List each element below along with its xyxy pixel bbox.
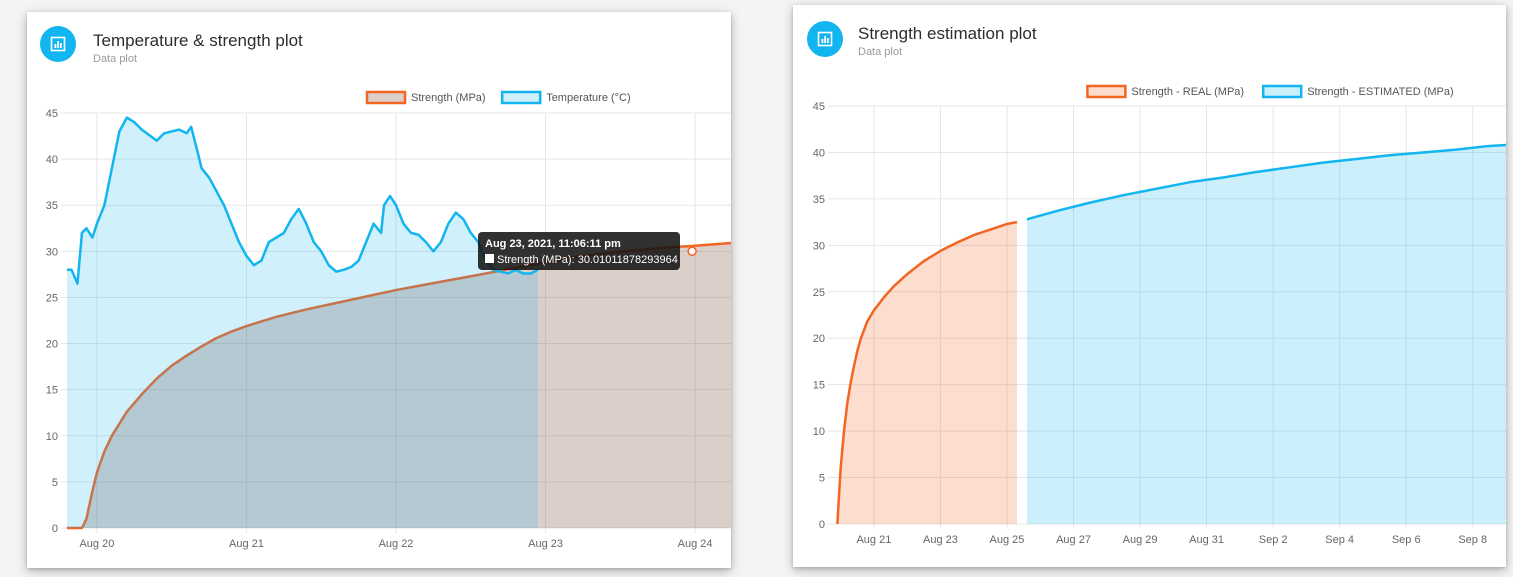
legend-label: Temperature (°C) — [546, 92, 630, 104]
tooltip-title: Aug 23, 2021, 11:06:11 pm — [485, 238, 621, 250]
y-tick-label: 35 — [46, 200, 58, 212]
legend-label: Strength (MPa) — [411, 92, 486, 104]
x-tick-label: Aug 27 — [1056, 534, 1091, 546]
y-tick-label: 20 — [46, 339, 58, 351]
temperature-strength-card: Temperature & strength plot Data plot 0 5… — [27, 12, 731, 568]
strength-estimated-mpa-line[interactable] — [1026, 143, 1506, 221]
x-tick-label: Aug 21 — [856, 534, 891, 546]
legend-swatch[interactable] — [1086, 84, 1127, 99]
x-tick-label: Aug 21 — [229, 538, 264, 550]
y-tick-label: 30 — [46, 246, 58, 258]
bar-chart-icon — [807, 21, 843, 57]
y-tick-label: 40 — [813, 147, 825, 159]
legend-label: Strength - ESTIMATED (MPa) — [1307, 86, 1454, 98]
legend-swatch[interactable] — [500, 90, 542, 105]
chart-title: Strength estimation plot — [858, 24, 1037, 43]
x-tick-label: Aug 23 — [528, 538, 563, 550]
y-tick-label: 45 — [813, 101, 825, 113]
tooltip-body: Strength (MPa): 30.01011878293964 — [497, 254, 678, 266]
y-tick-label: 45 — [46, 108, 58, 120]
y-tick-label: 10 — [813, 426, 825, 438]
temperature-c-line[interactable] — [67, 116, 539, 285]
x-tick-label: Sep 2 — [1259, 534, 1288, 546]
tooltip-box — [478, 232, 680, 270]
strength-mpa-area — [67, 243, 731, 529]
tooltip-swatch — [485, 254, 494, 263]
y-tick-label: 15 — [46, 385, 58, 397]
y-tick-label: 30 — [813, 240, 825, 252]
tooltip-point[interactable] — [687, 246, 697, 256]
strength-real-mpa-area — [837, 222, 1017, 524]
y-tick-label: 5 — [52, 477, 58, 489]
y-tick-label: 5 — [819, 473, 825, 485]
y-tick-label: 25 — [813, 287, 825, 299]
y-tick-label: 25 — [46, 292, 58, 304]
x-tick-label: Sep 8 — [1458, 534, 1487, 546]
y-tick-label: 15 — [813, 380, 825, 392]
y-tick-label: 0 — [52, 523, 58, 535]
temperature-strength-chart[interactable]: 0 5 10 15 20 25 30 35 40 45 Aug 20 Aug 21 Aug 22 Aug … — [27, 12, 731, 568]
strength-real-mpa-line[interactable] — [836, 220, 1018, 525]
strength-estimation-card: Strength estimation plot Data plot 0 5 10 1… — [793, 5, 1506, 567]
x-tick-label: Aug 25 — [990, 534, 1025, 546]
legend-swatch[interactable] — [1261, 84, 1303, 99]
legend-label: Strength - REAL (MPa) — [1131, 86, 1244, 98]
y-tick-label: 35 — [813, 194, 825, 206]
strength-estimation-chart[interactable]: 0 5 10 15 20 25 30 35 40 45 Aug 21 Aug 23 Aug 25 Aug … — [793, 5, 1506, 567]
legend-swatch[interactable] — [365, 90, 407, 105]
y-tick-label: 10 — [46, 431, 58, 443]
bar-chart-icon — [40, 26, 76, 62]
x-tick-label: Aug 23 — [923, 534, 958, 546]
y-tick-label: 40 — [46, 154, 58, 166]
chart-subtitle: Data plot — [858, 46, 903, 58]
x-tick-label: Sep 4 — [1325, 534, 1354, 546]
x-tick-label: Aug 24 — [678, 538, 713, 550]
chart-title: Temperature & strength plot — [93, 31, 303, 50]
x-tick-label: Aug 31 — [1189, 534, 1224, 546]
x-tick-label: Sep 6 — [1392, 534, 1421, 546]
tooltip: Aug 23, 2021, 11:06:11 pm Strength (MPa):… — [478, 232, 680, 270]
x-tick-label: Aug 20 — [79, 538, 114, 550]
chart-subtitle: Data plot — [93, 53, 138, 65]
x-tick-label: Aug 29 — [1123, 534, 1158, 546]
x-tick-label: Aug 22 — [379, 538, 414, 550]
y-tick-label: 0 — [819, 519, 825, 531]
strength-estimated-mpa-area — [1026, 145, 1506, 524]
temperature-c-area — [67, 117, 539, 528]
y-tick-label: 20 — [813, 333, 825, 345]
